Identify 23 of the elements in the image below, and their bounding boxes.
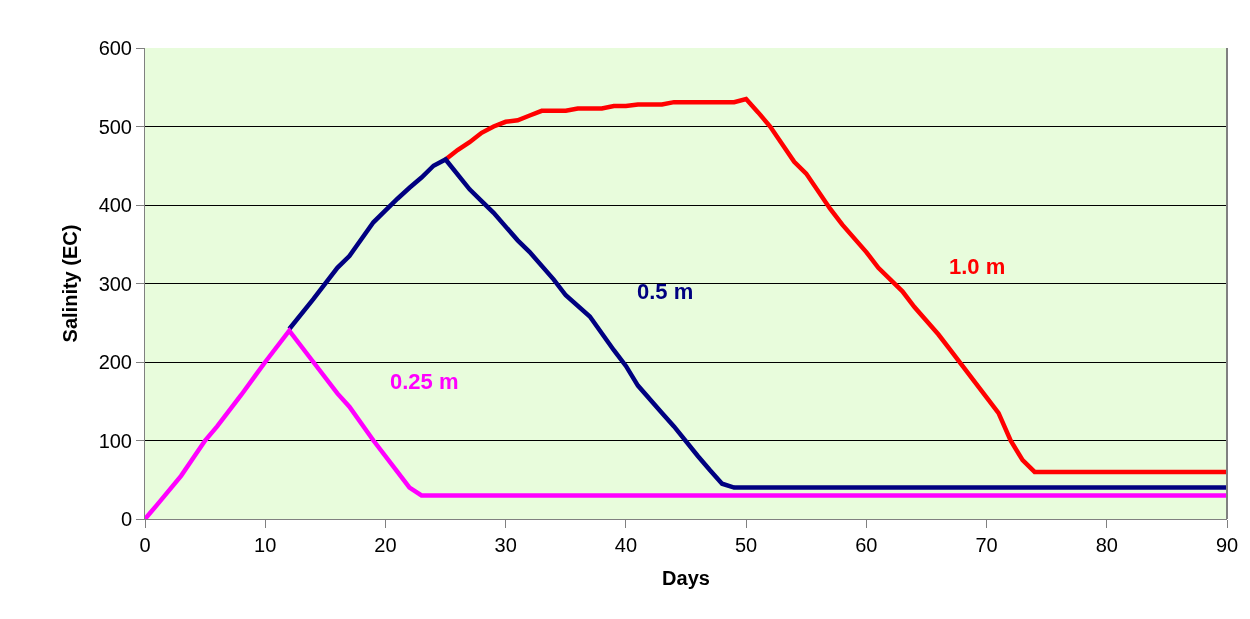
y-tick-label: 400	[98, 194, 132, 216]
x-tick-label: 50	[734, 534, 758, 556]
y-tick-label: 200	[98, 351, 132, 373]
x-axis-title: Days	[662, 566, 710, 589]
x-tick-label: 60	[855, 534, 878, 556]
x-tick-label: 30	[494, 534, 517, 556]
x-tick-label: 80	[1095, 534, 1118, 556]
x-tick-label: 40	[614, 534, 638, 556]
text: 0.5 m	[637, 279, 694, 304]
x-tick-label: 10	[254, 534, 277, 556]
x-tick-label: 0	[139, 534, 151, 556]
y-tick-label: 100	[98, 429, 132, 452]
y-tick-label: 500	[98, 115, 132, 138]
x-tick-label: 70	[975, 534, 998, 556]
y-tick-label: 300	[98, 272, 132, 295]
line-series	[287, 157, 1227, 490]
x-tick-label: 20	[374, 534, 397, 556]
y-tick-label: 0	[120, 508, 132, 530]
y-tick-label: 600	[98, 37, 132, 59]
y-axis-title: Salinity (EC)	[59, 224, 82, 343]
series-label: 0.25 m	[390, 369, 459, 394]
text: 1.0 m	[949, 254, 1006, 279]
x-tick-label: 90	[1215, 534, 1239, 556]
